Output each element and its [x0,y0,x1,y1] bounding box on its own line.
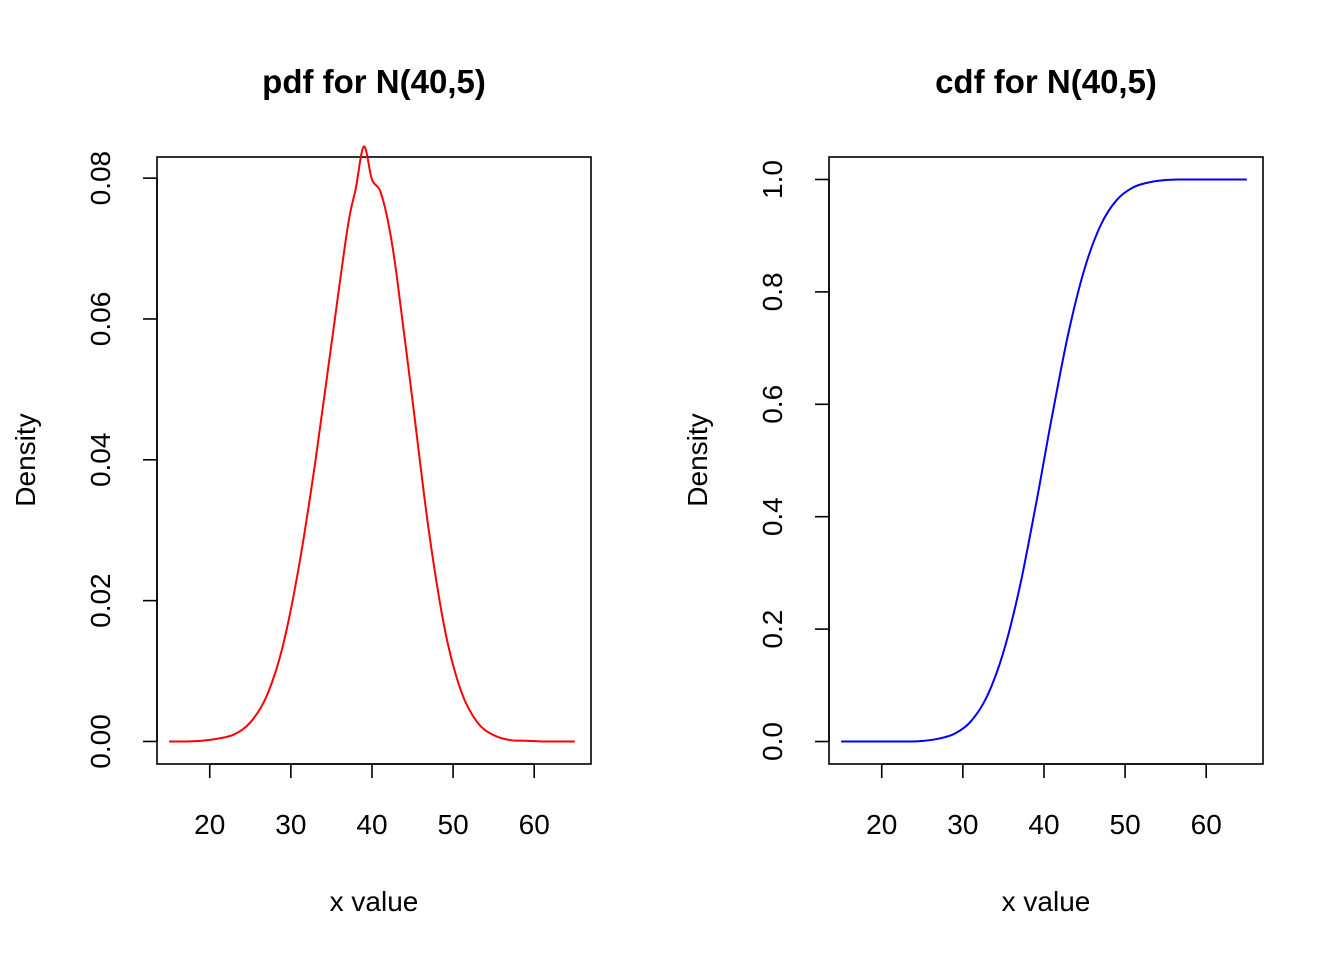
pdf-y-axis-label: Density [10,413,41,506]
cdf-y-tick-label: 0.2 [757,610,788,649]
pdf-x-tick-label: 50 [438,809,469,840]
cdf-x-tick-label: 40 [1028,809,1059,840]
cdf-x-tick-label: 20 [866,809,897,840]
cdf-y-tick-label: 0.0 [757,722,788,761]
pdf-x-tick-label: 60 [519,809,550,840]
cdf-y-axis: 0.0 0.2 0.4 0.6 0.8 1.0 [757,160,830,761]
cdf-y-tick-label: 0.8 [757,272,788,311]
pdf-curve [169,145,575,743]
cdf-y-tick-label: 0.6 [757,385,788,424]
pdf-y-tick-label: 0.00 [85,714,116,769]
cdf-series [841,178,1247,743]
pdf-series [169,145,575,743]
cdf-y-tick-label: 0.4 [757,497,788,536]
cdf-x-tick-label: 50 [1110,809,1141,840]
cdf-panel: cdf for N(40,5) 20 30 40 50 60 0.00.20.40.60… [682,63,1264,917]
cdf-x-axis-label: x value [1002,886,1091,917]
pdf-x-tick-label: 40 [356,809,387,840]
cdf-title: cdf for N(40,5) [935,63,1157,100]
pdf-plot-frame [156,156,592,765]
pdf-y-tick-label: 0.02 [85,573,116,628]
pdf-x-tick-label: 30 [275,809,306,840]
pdf-panel: pdf for N(40,5) 20 30 40 50 60 0.000.020.040… [10,63,592,917]
pdf-title: pdf for N(40,5) [262,63,486,100]
pdf-x-axis-label: x value [330,886,419,917]
pdf-y-axis: 0.00 0.02 0.04 0.06 0.08 [85,151,158,769]
cdf-curve [841,178,1247,743]
pdf-x-axis: 20 30 40 50 60 [194,763,550,840]
cdf-x-tick-label: 60 [1191,809,1222,840]
pdf-y-tick-label: 0.08 [85,151,116,206]
pdf-x-tick-label: 20 [194,809,225,840]
cdf-x-tick-label: 30 [947,809,978,840]
cdf-x-axis: 20 30 40 50 60 [866,763,1222,840]
cdf-y-axis-label: Density [682,413,713,506]
pdf-y-tick-label: 0.06 [85,292,116,347]
cdf-plot-frame [828,156,1264,765]
cdf-y-tick-label: 1.0 [757,160,788,199]
pdf-y-tick-label: 0.04 [85,433,116,488]
